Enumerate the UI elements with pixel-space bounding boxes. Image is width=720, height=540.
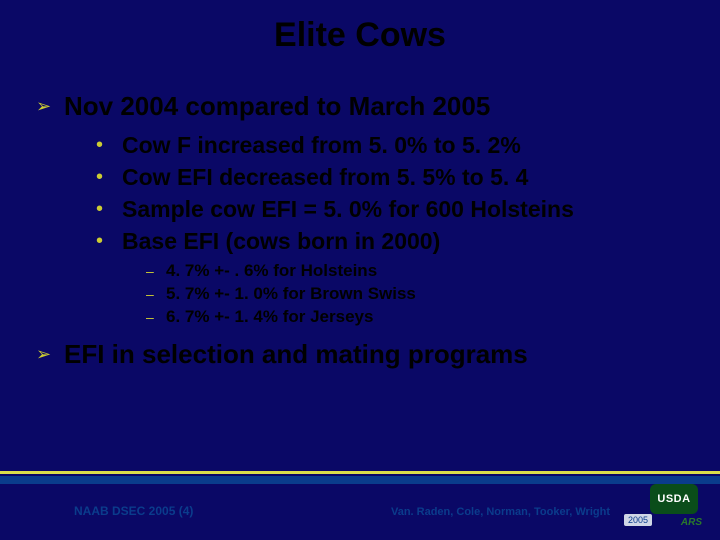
slide: Elite Cows ➢ Nov 2004 compared to March … (0, 0, 720, 540)
chevron-icon: ➢ (36, 338, 64, 370)
dot-icon: • (96, 194, 122, 224)
lvl2-text: Cow F increased from 5. 0% to 5. 2% (122, 130, 521, 160)
lvl3-text: 6. 7% +- 1. 4% for Jerseys (166, 306, 373, 328)
divider-yellow (0, 471, 720, 474)
usda-badge: USDA (650, 484, 698, 514)
bullet-lvl2: • Cow F increased from 5. 0% to 5. 2% (96, 130, 690, 160)
dash-icon: – (146, 306, 166, 328)
divider-blue (0, 476, 720, 484)
bullet-lvl2: • Base EFI (cows born in 2000) (96, 226, 690, 256)
slide-content: ➢ Nov 2004 compared to March 2005 • Cow … (36, 90, 690, 378)
bullet-lvl3: – 4. 7% +- . 6% for Holsteins (146, 260, 690, 282)
bullet-lvl3: – 6. 7% +- 1. 4% for Jerseys (146, 306, 690, 328)
chevron-icon: ➢ (36, 90, 64, 122)
lvl1-text: Nov 2004 compared to March 2005 (64, 90, 490, 122)
lvl2-text: Base EFI (cows born in 2000) (122, 226, 440, 256)
footer-right-text: Van. Raden, Cole, Norman, Tooker, Wright (391, 506, 610, 518)
lvl2-group: • Cow F increased from 5. 0% to 5. 2% • … (96, 130, 690, 256)
ars-text: ARS (681, 517, 702, 528)
dot-icon: • (96, 130, 122, 160)
lvl3-group: – 4. 7% +- . 6% for Holsteins – 5. 7% +-… (146, 260, 690, 328)
usda-logo: USDA 2005 ARS (624, 484, 702, 528)
lvl2-text: Sample cow EFI = 5. 0% for 600 Holsteins (122, 194, 574, 224)
bullet-lvl1: ➢ Nov 2004 compared to March 2005 (36, 90, 690, 122)
lvl3-text: 4. 7% +- . 6% for Holsteins (166, 260, 377, 282)
dot-icon: • (96, 226, 122, 256)
year-tag: 2005 (624, 514, 652, 526)
dash-icon: – (146, 283, 166, 305)
bullet-lvl2: • Cow EFI decreased from 5. 5% to 5. 4 (96, 162, 690, 192)
bullet-lvl3: – 5. 7% +- 1. 0% for Brown Swiss (146, 283, 690, 305)
footer-divider (0, 466, 720, 484)
footer-left-text: NAAB DSEC 2005 (4) (74, 504, 193, 518)
slide-title: Elite Cows (0, 16, 720, 55)
bullet-lvl1: ➢ EFI in selection and mating programs (36, 338, 690, 370)
dash-icon: – (146, 260, 166, 282)
dot-icon: • (96, 162, 122, 192)
bullet-lvl2: • Sample cow EFI = 5. 0% for 600 Holstei… (96, 194, 690, 224)
lvl1-text: EFI in selection and mating programs (64, 338, 528, 370)
lvl3-text: 5. 7% +- 1. 0% for Brown Swiss (166, 283, 416, 305)
lvl2-text: Cow EFI decreased from 5. 5% to 5. 4 (122, 162, 528, 192)
